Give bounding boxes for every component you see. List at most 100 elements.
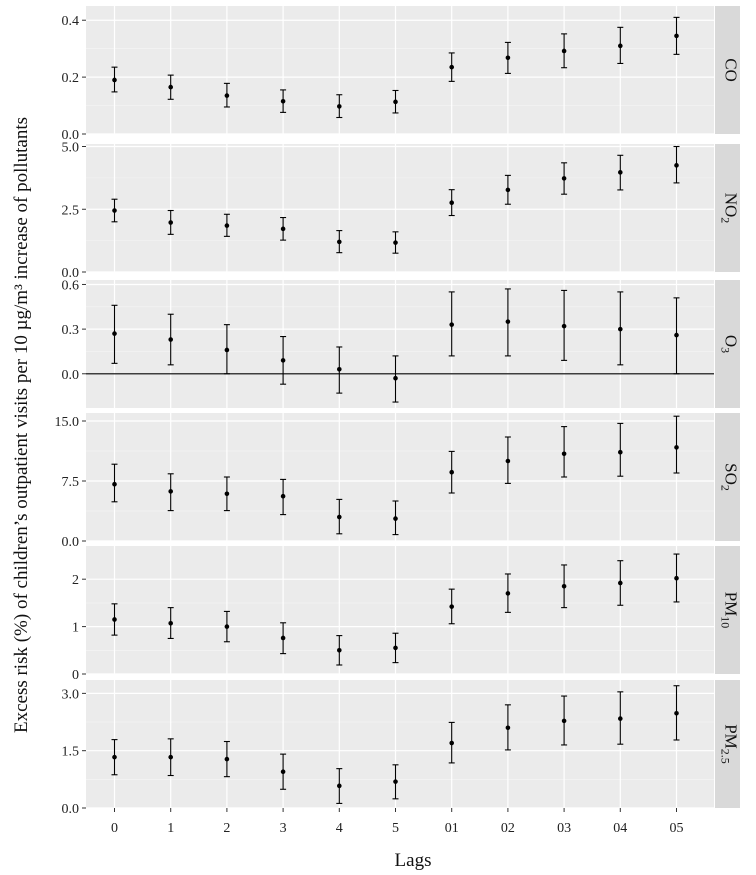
data-point — [618, 449, 623, 455]
data-point — [224, 491, 230, 497]
panel-background — [86, 546, 714, 674]
x-tick-label: 1 — [167, 821, 174, 836]
data-point — [168, 620, 173, 626]
error-bar-05 — [673, 16, 680, 55]
x-tick-label: 03 — [557, 821, 571, 836]
data-point — [168, 220, 173, 225]
facet-strip: PM2.5 — [715, 680, 741, 808]
data-point — [337, 104, 342, 109]
error-bar-05 — [673, 145, 680, 184]
data-point — [449, 604, 455, 609]
error-bar-05 — [673, 553, 680, 603]
error-bar-03 — [561, 695, 568, 746]
data-point — [168, 489, 173, 494]
panel-background — [86, 680, 714, 808]
data-point — [618, 580, 623, 586]
data-point — [224, 347, 230, 353]
error-bar-1 — [167, 209, 174, 235]
data-point — [674, 445, 679, 450]
data-point — [112, 208, 117, 213]
x-axis-title: Lags — [395, 850, 432, 871]
facet-strip-label: PM2.5 — [719, 724, 741, 764]
error-bar-04 — [617, 291, 624, 366]
facet-strip-background — [715, 280, 740, 408]
error-bar-2 — [223, 476, 230, 512]
y-tick-label: 0 — [72, 668, 79, 683]
error-bar-3 — [280, 336, 287, 385]
data-point — [168, 84, 173, 90]
data-point — [393, 240, 398, 245]
error-bar-01 — [448, 588, 455, 625]
facet-strip-background — [715, 546, 740, 674]
error-bar-4 — [336, 230, 343, 254]
facet-strip-label: O3 — [719, 335, 741, 353]
strip-label-subscript: 2.5 — [719, 749, 733, 764]
y-tick-label: 1.5 — [62, 745, 80, 760]
error-bar-02 — [504, 174, 511, 205]
data-point — [224, 624, 230, 629]
data-point — [168, 754, 173, 760]
y-tick-label: 0.0 — [62, 368, 80, 383]
error-bar-0 — [111, 66, 118, 93]
error-bar-3 — [280, 89, 287, 113]
error-bar-01 — [448, 450, 455, 494]
error-bar-01 — [448, 291, 455, 357]
panel-background — [86, 280, 714, 408]
error-bar-02 — [504, 288, 511, 357]
error-bar-02 — [504, 704, 511, 751]
facet-panel-3: 0.0 7.5 15.0 SO2 — [55, 413, 741, 550]
error-bar-05 — [673, 685, 680, 741]
error-bar-0 — [111, 739, 118, 776]
panels-layer: 0.00.20.4CO0.02.55.0NO20.00.30.6O30.07.5… — [55, 6, 741, 817]
error-bar-0 — [111, 198, 118, 223]
y-tick-label: 15.0 — [55, 415, 80, 430]
data-point — [280, 769, 286, 775]
strip-label-subscript: 3 — [719, 347, 733, 353]
x-tick-label: 0 — [111, 821, 118, 836]
error-bar-05 — [673, 415, 680, 474]
data-point — [224, 756, 230, 762]
y-tick-label: 0.2 — [62, 71, 80, 86]
x-tick-label: 4 — [336, 821, 343, 836]
strip-label-subscript: 2 — [719, 217, 733, 223]
strip-label-base: NO — [722, 193, 741, 218]
y-tick-label: 5.0 — [62, 141, 80, 156]
facet-panel-2: 0.0 0.3 0.6 O3 — [62, 278, 741, 408]
y-axis-title: Excess risk (%) of children’s outpatient… — [11, 117, 32, 733]
data-point — [505, 591, 511, 596]
data-point — [505, 55, 511, 61]
data-point — [112, 77, 117, 83]
error-bar-1 — [167, 738, 174, 777]
strip-label-base: SO — [722, 463, 741, 485]
data-point — [280, 358, 286, 363]
error-bar-4 — [336, 346, 343, 394]
facet-strip-background — [715, 680, 740, 808]
x-tick-label: 3 — [280, 821, 287, 836]
data-point — [618, 43, 623, 49]
data-point — [449, 469, 455, 475]
data-point — [393, 375, 398, 381]
error-bar-2 — [223, 610, 230, 643]
error-bar-4 — [336, 94, 343, 119]
facet-strip-label: PM10 — [719, 592, 741, 629]
error-bar-2 — [223, 82, 230, 108]
facet-strip: PM10 — [715, 546, 741, 674]
data-point — [337, 239, 342, 245]
y-tick-label: 7.5 — [62, 475, 80, 490]
error-bar-3 — [280, 216, 287, 241]
strip-label-subscript: 2 — [719, 485, 733, 491]
y-tick-label: 0.0 — [62, 802, 80, 817]
strip-label-base: CO — [722, 58, 741, 82]
facet-strip: CO — [715, 6, 741, 134]
x-tick-label: 5 — [392, 821, 399, 836]
facet-strip-label: NO2 — [719, 193, 741, 224]
data-point — [393, 516, 398, 521]
error-bar-01 — [448, 721, 455, 764]
error-bar-3 — [280, 753, 287, 790]
error-bar-4 — [336, 498, 343, 535]
data-point — [280, 635, 286, 641]
data-point — [112, 331, 117, 336]
data-point — [561, 323, 567, 329]
data-point — [618, 326, 623, 332]
